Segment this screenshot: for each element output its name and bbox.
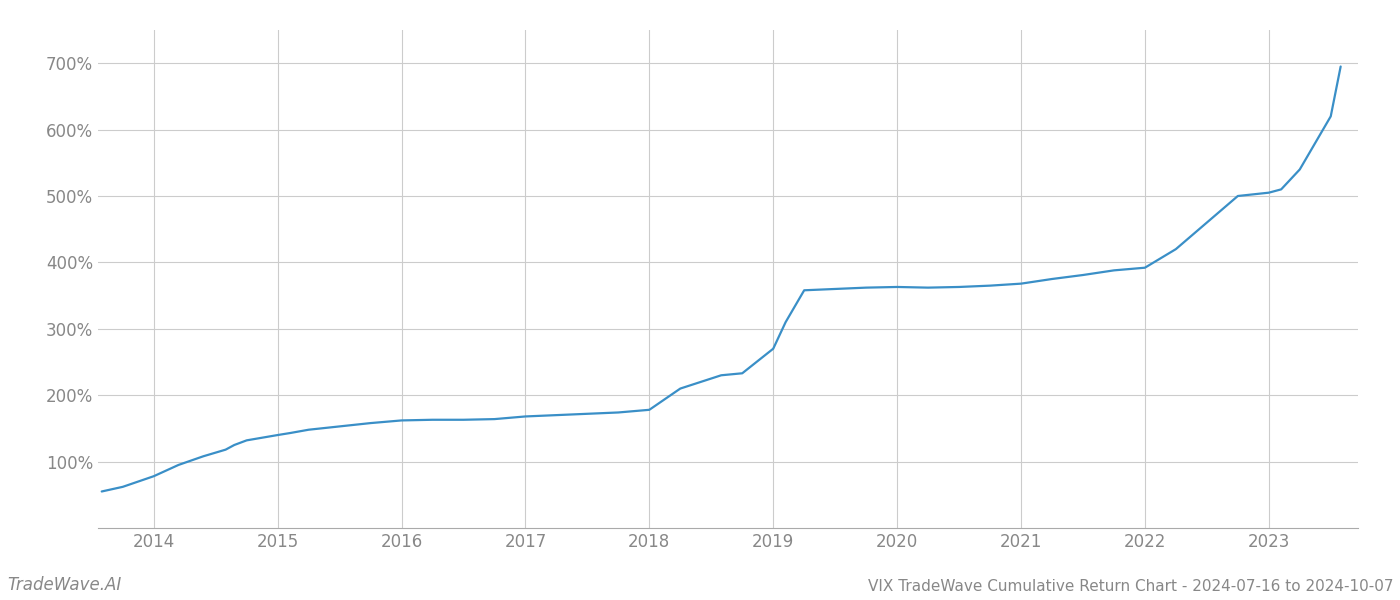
Text: TradeWave.AI: TradeWave.AI: [7, 576, 122, 594]
Text: VIX TradeWave Cumulative Return Chart - 2024-07-16 to 2024-10-07: VIX TradeWave Cumulative Return Chart - …: [868, 579, 1393, 594]
